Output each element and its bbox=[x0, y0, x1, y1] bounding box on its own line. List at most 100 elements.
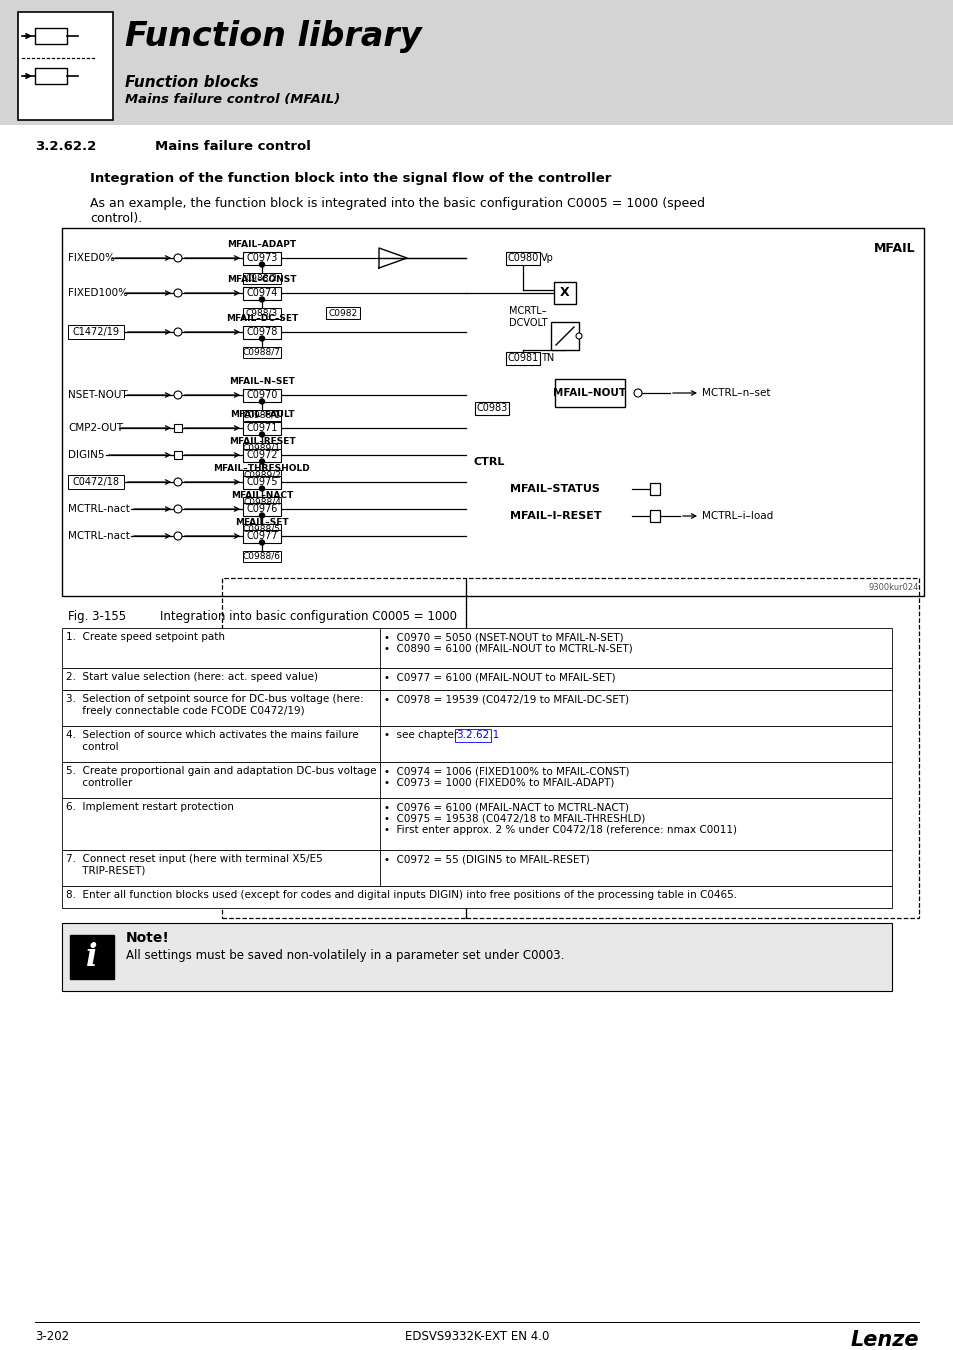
Text: C0971: C0971 bbox=[246, 423, 277, 433]
Text: •  C0972 = 55 (DIGIN5 to MFAIL-RESET): • C0972 = 55 (DIGIN5 to MFAIL-RESET) bbox=[384, 855, 589, 864]
Bar bbox=[243, 421, 281, 435]
Bar bbox=[243, 389, 281, 401]
Text: C0989/1: C0989/1 bbox=[243, 444, 281, 452]
Text: C988/2: C988/2 bbox=[246, 274, 277, 282]
Bar bbox=[243, 529, 281, 543]
Text: CMP2-OUT: CMP2-OUT bbox=[68, 423, 123, 433]
Bar bbox=[62, 668, 891, 690]
Text: Vp: Vp bbox=[540, 252, 554, 263]
Bar bbox=[62, 726, 891, 761]
Bar bbox=[68, 475, 124, 489]
Text: MCTRL-nact: MCTRL-nact bbox=[68, 531, 130, 541]
Circle shape bbox=[173, 532, 182, 540]
Text: C1472/19: C1472/19 bbox=[72, 327, 119, 338]
Text: MFAIL–THRESHOLD: MFAIL–THRESHOLD bbox=[213, 464, 310, 472]
Text: C0976: C0976 bbox=[246, 504, 277, 514]
Text: MFAIL–FAULT: MFAIL–FAULT bbox=[230, 410, 294, 418]
Text: MCTRL–i–load: MCTRL–i–load bbox=[701, 512, 773, 521]
Circle shape bbox=[173, 505, 182, 513]
Text: C0970: C0970 bbox=[246, 390, 277, 400]
Circle shape bbox=[259, 459, 264, 464]
Text: 3.  Selection of setpoint source for DC-bus voltage (here:
     freely connectab: 3. Selection of setpoint source for DC-b… bbox=[66, 694, 363, 716]
Text: MCTRL-nact: MCTRL-nact bbox=[68, 504, 130, 514]
Text: C0972: C0972 bbox=[246, 450, 277, 460]
Bar bbox=[62, 798, 891, 850]
Bar bbox=[243, 497, 281, 508]
Bar bbox=[35, 68, 67, 84]
Bar bbox=[62, 761, 891, 798]
Text: MFAIL–STATUS: MFAIL–STATUS bbox=[510, 485, 599, 494]
Bar bbox=[62, 923, 891, 991]
Bar bbox=[243, 470, 281, 481]
Circle shape bbox=[259, 297, 264, 302]
Bar bbox=[551, 323, 578, 350]
Text: C0980: C0980 bbox=[507, 252, 538, 263]
Circle shape bbox=[259, 400, 264, 404]
Bar bbox=[0, 0, 953, 126]
Text: 5.  Create proportional gain and adaptation DC-bus voltage
     controller: 5. Create proportional gain and adaptati… bbox=[66, 765, 376, 787]
Circle shape bbox=[259, 540, 264, 545]
Text: C0472/18: C0472/18 bbox=[72, 477, 119, 487]
Text: •  C0974 = 1006 (FIXED100% to MFAIL-CONST)
•  C0973 = 1000 (FIXED0% to MFAIL-ADA: • C0974 = 1006 (FIXED100% to MFAIL-CONST… bbox=[384, 765, 629, 787]
Text: C0977: C0977 bbox=[246, 531, 277, 541]
Circle shape bbox=[173, 328, 182, 336]
Text: •  see chapter: • see chapter bbox=[384, 730, 461, 740]
Text: NSET-NOUT: NSET-NOUT bbox=[68, 390, 128, 400]
Text: Mains failure control (MFAIL): Mains failure control (MFAIL) bbox=[125, 93, 340, 107]
Text: C0978: C0978 bbox=[246, 327, 277, 338]
Bar bbox=[243, 347, 281, 358]
Bar bbox=[505, 251, 539, 265]
Bar bbox=[62, 228, 923, 595]
Text: C0988/1: C0988/1 bbox=[243, 410, 281, 420]
Bar bbox=[555, 379, 624, 406]
Bar bbox=[68, 325, 124, 339]
Text: 3.2.62.2: 3.2.62.2 bbox=[35, 140, 96, 153]
Bar bbox=[554, 282, 576, 304]
Text: C0988/5: C0988/5 bbox=[243, 525, 281, 533]
Text: TN: TN bbox=[540, 352, 554, 363]
Bar bbox=[243, 273, 281, 284]
Circle shape bbox=[259, 262, 264, 267]
Circle shape bbox=[259, 336, 264, 342]
Bar bbox=[62, 628, 891, 668]
Bar bbox=[243, 475, 281, 489]
Text: MFAIL–ADAPT: MFAIL–ADAPT bbox=[227, 240, 296, 248]
Text: MFAIL–CONST: MFAIL–CONST bbox=[227, 275, 296, 284]
Circle shape bbox=[173, 289, 182, 297]
Text: MFAIL–N–SET: MFAIL–N–SET bbox=[229, 377, 294, 386]
Text: 3-202: 3-202 bbox=[35, 1330, 69, 1343]
Bar bbox=[35, 28, 67, 45]
Bar bbox=[243, 551, 281, 562]
Text: MCTRL–n–set: MCTRL–n–set bbox=[701, 387, 770, 398]
Text: control).: control). bbox=[90, 212, 142, 225]
Text: 4.  Selection of source which activates the mains failure
     control: 4. Selection of source which activates t… bbox=[66, 730, 358, 752]
Text: C0983: C0983 bbox=[476, 404, 507, 413]
Text: 1.  Create speed setpoint path: 1. Create speed setpoint path bbox=[66, 632, 225, 643]
Text: •  C0978 = 19539 (C0472/19 to MFAIL-DC-SET): • C0978 = 19539 (C0472/19 to MFAIL-DC-SE… bbox=[384, 694, 628, 703]
Text: Function library: Function library bbox=[125, 20, 421, 53]
Bar bbox=[62, 886, 891, 909]
Text: •  C0976 = 6100 (MFAIL-NACT to MCTRL-NACT)
•  C0975 = 19538 (C0472/18 to MFAIL-T: • C0976 = 6100 (MFAIL-NACT to MCTRL-NACT… bbox=[384, 802, 737, 836]
Bar bbox=[505, 351, 539, 364]
Text: 9300kur024: 9300kur024 bbox=[868, 583, 918, 593]
Bar bbox=[243, 251, 281, 265]
Bar bbox=[173, 451, 182, 459]
Text: C0975: C0975 bbox=[246, 477, 277, 487]
Text: Integration of the function block into the signal flow of the controller: Integration of the function block into t… bbox=[90, 171, 611, 185]
Text: MCRTL–
DCVOLT: MCRTL– DCVOLT bbox=[508, 306, 547, 328]
Text: FIXED100%: FIXED100% bbox=[68, 288, 128, 298]
Text: C988/3: C988/3 bbox=[246, 309, 278, 317]
Text: All settings must be saved non-volatilely in a parameter set under C0003.: All settings must be saved non-volatilel… bbox=[126, 949, 564, 963]
Bar bbox=[243, 524, 281, 535]
Text: C0981: C0981 bbox=[507, 352, 538, 363]
Text: 8.  Enter all function blocks used (except for codes and digital inputs DIGIN) i: 8. Enter all function blocks used (excep… bbox=[66, 890, 737, 900]
Text: Mains failure control: Mains failure control bbox=[154, 140, 311, 153]
Text: Fig. 3-155: Fig. 3-155 bbox=[68, 610, 126, 622]
Text: C0989/2: C0989/2 bbox=[243, 471, 280, 479]
Text: C0988/6: C0988/6 bbox=[243, 552, 281, 560]
Text: X: X bbox=[559, 286, 569, 300]
Text: 6.  Implement restart protection: 6. Implement restart protection bbox=[66, 802, 233, 811]
Text: MFAIL–I–RESET: MFAIL–I–RESET bbox=[510, 512, 601, 521]
Bar bbox=[243, 443, 281, 454]
Bar bbox=[173, 424, 182, 432]
